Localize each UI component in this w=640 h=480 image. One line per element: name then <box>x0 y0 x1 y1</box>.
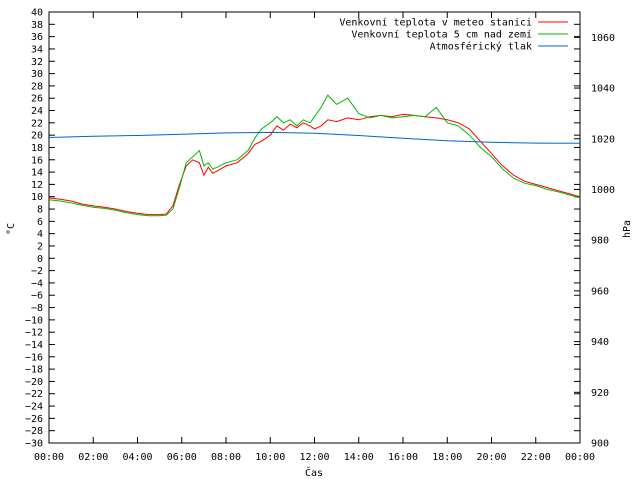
y-left-tick-label: 8 <box>37 205 43 216</box>
x-tick-label: 10:00 <box>255 452 285 463</box>
y-left-tick-label: 40 <box>31 8 43 19</box>
x-tick-label: 00:00 <box>565 452 595 463</box>
y-right-tick-label: 960 <box>591 286 609 297</box>
y-left-tick-label: −2 <box>31 266 43 277</box>
left-axis: 4038363432302826242220181614121086420−2−… <box>25 8 580 450</box>
y-right-tick-label: 920 <box>591 388 609 399</box>
legend: Venkovní teplota v meteo staniciVenkovní… <box>339 17 568 53</box>
y-left-tick-label: 22 <box>31 118 43 129</box>
y-left-tick-label: −30 <box>25 439 43 450</box>
y-right-tick-label: 1000 <box>591 185 615 196</box>
series-line-3 <box>48 131 581 144</box>
y-left-tick-label: 0 <box>37 254 43 265</box>
y-left-tick-label: 14 <box>31 168 43 179</box>
y-left-tick-label: −28 <box>25 426 43 437</box>
y-right-tick-label: 940 <box>591 337 609 348</box>
y-left-tick-label: 28 <box>31 81 43 92</box>
series-lines <box>48 94 581 217</box>
x-axis-label: Čas <box>305 466 323 479</box>
x-tick-label: 06:00 <box>167 452 197 463</box>
y-axis-left-label: °C <box>6 223 17 235</box>
y-left-tick-label: 30 <box>31 69 43 80</box>
y-left-tick-label: −16 <box>25 352 43 363</box>
y-left-tick-label: 4 <box>37 229 43 240</box>
y-left-tick-label: 6 <box>37 217 43 228</box>
y-left-tick-label: 24 <box>31 106 43 117</box>
x-tick-label: 02:00 <box>78 452 108 463</box>
y-left-tick-label: 38 <box>31 20 43 31</box>
x-axis: 00:00 02:00 04:00 06:00 08:00 10:00 12:00 14:00… <box>34 12 595 463</box>
series-line-2 <box>48 94 581 217</box>
y-left-tick-label: −26 <box>25 414 43 425</box>
y-left-tick-label: 26 <box>31 94 43 105</box>
y-left-tick-label: −4 <box>31 278 43 289</box>
plot-frame <box>48 11 581 444</box>
y-left-tick-label: 34 <box>31 44 43 55</box>
y-right-tick-label: 1020 <box>591 134 615 145</box>
x-tick-label: 22:00 <box>521 452 551 463</box>
legend-label: Venkovní teplota 5 cm nad zemí <box>351 29 532 41</box>
legend-label: Atmosférický tlak <box>430 41 532 53</box>
series-line-1 <box>48 113 581 216</box>
y-left-tick-label: −10 <box>25 315 43 326</box>
y-right-tick-label: 1040 <box>591 84 615 95</box>
x-tick-label: 20:00 <box>476 452 506 463</box>
y-right-tick-label: 1060 <box>591 33 615 44</box>
legend-label: Venkovní teplota v meteo stanici <box>339 17 532 29</box>
x-tick-label: 14:00 <box>344 452 374 463</box>
y-left-tick-label: 12 <box>31 180 43 191</box>
y-left-tick-label: −22 <box>25 389 43 400</box>
x-tick-label: 00:00 <box>34 452 64 463</box>
y-left-tick-label: −6 <box>31 291 43 302</box>
y-left-tick-label: 20 <box>31 131 43 142</box>
y-left-tick-label: 36 <box>31 32 43 43</box>
x-tick-label: 12:00 <box>299 452 329 463</box>
y-left-tick-label: −18 <box>25 365 43 376</box>
y-axis-right-label: hPa <box>622 220 633 238</box>
y-left-tick-label: 10 <box>31 192 43 203</box>
y-left-tick-label: 32 <box>31 57 43 68</box>
y-left-tick-label: −12 <box>25 328 43 339</box>
y-left-tick-label: −24 <box>25 402 43 413</box>
x-tick-label: 16:00 <box>388 452 418 463</box>
y-left-tick-label: 16 <box>31 155 43 166</box>
y-left-tick-label: −14 <box>25 340 43 351</box>
x-tick-label: 08:00 <box>211 452 241 463</box>
y-right-tick-label: 980 <box>591 236 609 247</box>
y-left-tick-label: −8 <box>31 303 43 314</box>
x-tick-label: 04:00 <box>122 452 152 463</box>
x-tick-label: 18:00 <box>432 452 462 463</box>
y-left-tick-label: 2 <box>37 241 43 252</box>
y-right-tick-label: 900 <box>591 439 609 450</box>
y-left-tick-label: −20 <box>25 377 43 388</box>
y-left-tick-label: 18 <box>31 143 43 154</box>
right-axis: 1060 1040 1020 1000 980 960 940 920 900 <box>574 33 615 450</box>
